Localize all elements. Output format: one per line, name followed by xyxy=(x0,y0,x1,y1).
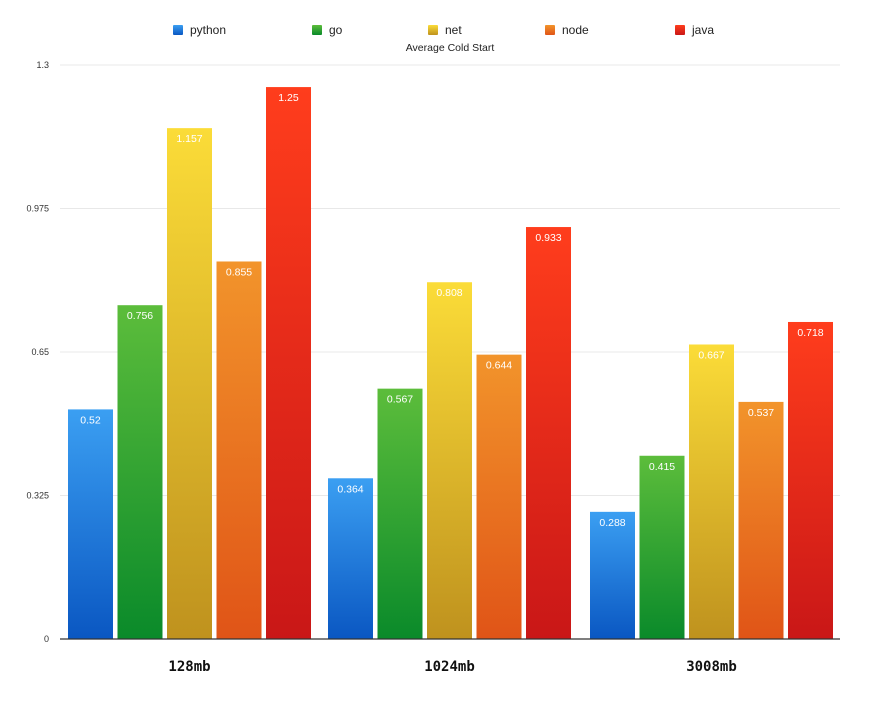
chart-title: Average Cold Start xyxy=(406,42,495,54)
data-label-go-3008mb: 0.415 xyxy=(649,461,675,473)
bar-node-3008mb xyxy=(738,401,784,639)
bar-python-1024mb xyxy=(328,478,373,639)
bar-net-128mb xyxy=(167,128,212,639)
legend-label-net: net xyxy=(445,23,462,37)
category-labels: 128mb 1024mb 3008mb xyxy=(168,659,736,675)
data-label-java-3008mb: 0.718 xyxy=(797,327,823,339)
data-label-node-1024mb: 0.644 xyxy=(486,360,512,372)
data-label-net-1024mb: 0.808 xyxy=(436,287,462,299)
category-label-1024mb: 1024mb xyxy=(424,659,475,675)
data-label-python-3008mb: 0.288 xyxy=(599,517,625,529)
data-label-python-1024mb: 0.364 xyxy=(337,483,363,495)
data-label-go-128mb: 0.756 xyxy=(127,310,153,322)
bar-java-128mb xyxy=(266,87,311,640)
category-label-128mb: 128mb xyxy=(168,659,210,675)
category-label-3008mb: 3008mb xyxy=(686,659,737,675)
y-tick-label: 0.975 xyxy=(26,204,49,214)
bar-python-128mb xyxy=(68,409,113,639)
legend-swatch-java xyxy=(675,25,685,35)
data-label-node-3008mb: 0.537 xyxy=(748,407,774,419)
legend-swatch-net xyxy=(428,25,438,35)
y-tick-label: 0.325 xyxy=(26,491,49,501)
legend-label-java: java xyxy=(691,23,714,37)
legend-label-python: python xyxy=(190,23,226,37)
bar-go-3008mb xyxy=(639,455,685,639)
legend-label-go: go xyxy=(329,23,343,37)
data-label-node-128mb: 0.855 xyxy=(226,266,252,278)
data-label-java-1024mb: 0.933 xyxy=(535,232,561,244)
legend: python go net node java xyxy=(173,23,714,37)
legend-swatch-go xyxy=(312,25,322,35)
data-label-net-128mb: 1.157 xyxy=(176,133,202,145)
y-tick-label: 0.65 xyxy=(31,347,49,357)
legend-swatch-node xyxy=(545,25,555,35)
data-label-net-3008mb: 0.667 xyxy=(698,349,724,361)
data-label-go-1024mb: 0.567 xyxy=(387,394,413,406)
y-tick-label: 0 xyxy=(44,634,49,644)
bar-go-1024mb xyxy=(377,388,423,639)
bar-python-3008mb xyxy=(590,511,635,639)
legend-label-node: node xyxy=(562,23,589,37)
data-labels: 0.52 0.756 1.157 0.855 1.25 0.364 0.567 0.808 0.… xyxy=(80,92,824,529)
bar-java-1024mb xyxy=(526,227,571,639)
bar-node-1024mb xyxy=(476,354,522,639)
data-label-python-128mb: 0.52 xyxy=(80,414,101,426)
bar-node-128mb xyxy=(216,261,262,639)
data-label-java-128mb: 1.25 xyxy=(278,92,299,104)
y-tick-label: 1.3 xyxy=(36,60,49,70)
bar-java-3008mb xyxy=(788,321,833,639)
bar-net-3008mb xyxy=(689,344,734,639)
bars xyxy=(68,87,833,640)
legend-swatch-python xyxy=(173,25,183,35)
bar-go-128mb xyxy=(117,305,163,639)
bar-net-1024mb xyxy=(427,282,472,639)
